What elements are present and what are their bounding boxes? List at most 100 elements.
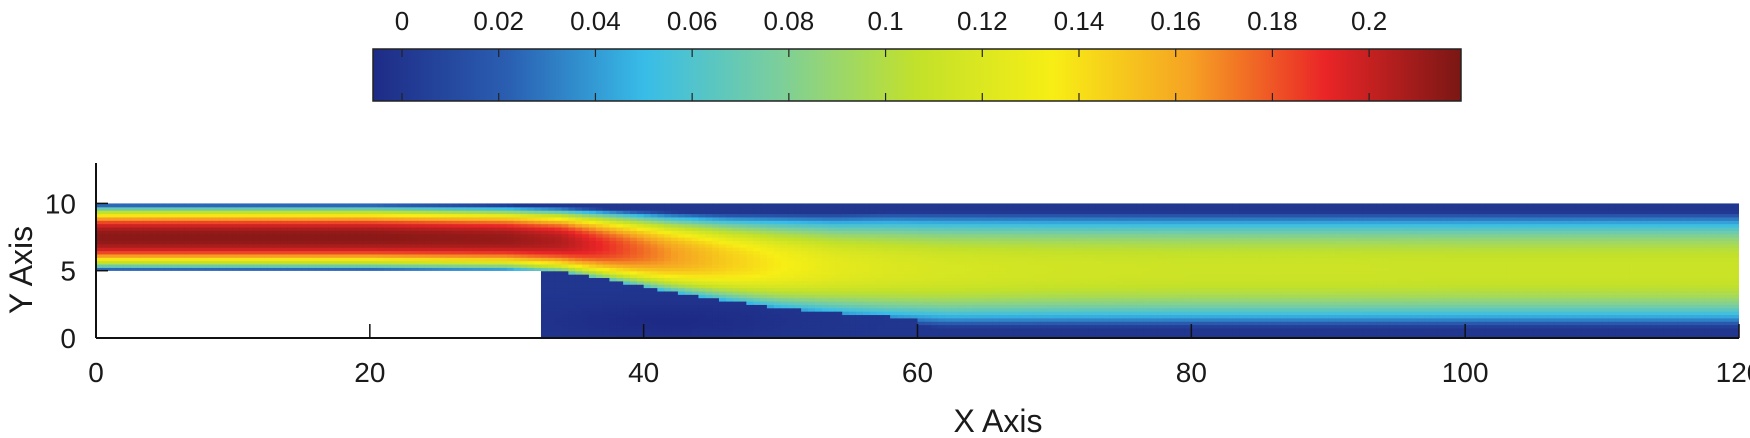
field-cell (992, 297, 1001, 302)
field-cell (1013, 267, 1021, 272)
field-cell (732, 277, 741, 282)
field-cell (664, 324, 672, 329)
field-cell (910, 206, 919, 211)
field-cell (301, 223, 309, 228)
field-cell (739, 243, 747, 248)
field-cell (116, 240, 124, 245)
field-cell (924, 257, 932, 262)
field-cell (958, 314, 967, 319)
field-cell (328, 216, 337, 221)
field-cell (766, 210, 775, 215)
field-cell (445, 220, 453, 225)
field-cell (1122, 270, 1131, 275)
field-cell (650, 257, 658, 262)
field-cell (424, 263, 433, 268)
field-cell (424, 210, 433, 215)
field-cell (458, 257, 467, 262)
field-cell (568, 317, 576, 322)
field-cell (513, 253, 522, 258)
field-cell (842, 287, 850, 292)
field-cell (171, 213, 179, 218)
field-cell (616, 284, 624, 289)
field-cell (342, 206, 350, 211)
field-cell (1095, 210, 1103, 215)
field-cell (205, 230, 213, 235)
field-cell (575, 203, 583, 208)
field-cell (753, 253, 761, 258)
field-cell (561, 203, 569, 208)
field-cell (1116, 220, 1124, 225)
field-cell (705, 213, 713, 218)
field-cell (1020, 253, 1028, 258)
field-cell (445, 240, 453, 245)
field-cell (554, 290, 563, 295)
field-cell (773, 253, 782, 258)
field-cell (876, 284, 884, 289)
field-cell (1116, 203, 1124, 208)
field-cell (267, 230, 275, 235)
field-cell (96, 226, 104, 231)
field-cell (1081, 253, 1090, 258)
field-cell (657, 250, 665, 255)
field-cell (629, 297, 638, 302)
field-cell (588, 277, 597, 282)
field-cell (267, 220, 275, 225)
field-cell (677, 253, 686, 258)
field-cell (260, 210, 268, 215)
field-cell (684, 253, 693, 258)
field-cell (910, 300, 919, 305)
field-cell (1054, 297, 1062, 302)
field-cell (472, 263, 480, 268)
field-cell (547, 287, 556, 292)
field-cell (1150, 220, 1158, 225)
field-cell (116, 250, 124, 255)
field-cell (938, 213, 946, 218)
field-cell (869, 324, 878, 329)
field-cell (102, 233, 111, 238)
field-cell (965, 284, 973, 289)
field-cell (951, 284, 960, 289)
field-cell (1074, 223, 1083, 228)
field-cell (1020, 324, 1028, 329)
field-cell (698, 284, 706, 289)
field-cell (828, 274, 836, 279)
field-cell (1040, 240, 1049, 245)
field-cell (849, 220, 857, 225)
field-cell (753, 294, 761, 299)
field-cell (595, 206, 604, 211)
field-cell (691, 250, 700, 255)
field-cell (404, 263, 412, 268)
field-cell (1122, 300, 1131, 305)
field-cell (807, 260, 816, 265)
field-cell (315, 243, 323, 248)
field-cell (629, 213, 638, 218)
field-cell (212, 203, 220, 208)
field-cell (239, 233, 248, 238)
field-cell (143, 203, 152, 208)
field-cell (547, 213, 556, 218)
field-cell (760, 331, 768, 336)
field-cell (1047, 300, 1056, 305)
field-cell (924, 317, 932, 322)
field-cell (650, 300, 658, 305)
field-cell (554, 213, 563, 218)
field-cell (582, 223, 590, 228)
field-cell (1013, 203, 1021, 208)
field-cell (931, 317, 939, 322)
field-cell (643, 321, 652, 326)
field-cell (712, 304, 720, 309)
field-cell (1143, 297, 1151, 302)
field-cell (520, 230, 528, 235)
field-cell (760, 260, 768, 265)
field-cell (855, 257, 864, 262)
field-cell (979, 297, 987, 302)
field-cell (801, 247, 809, 252)
field-cell (931, 237, 939, 242)
field-cell (479, 257, 487, 262)
field-cell (992, 270, 1001, 275)
field-cell (718, 284, 727, 289)
field-cell (164, 223, 172, 228)
field-cell (205, 253, 213, 258)
field-cell (609, 297, 617, 302)
field-cell (150, 253, 159, 258)
